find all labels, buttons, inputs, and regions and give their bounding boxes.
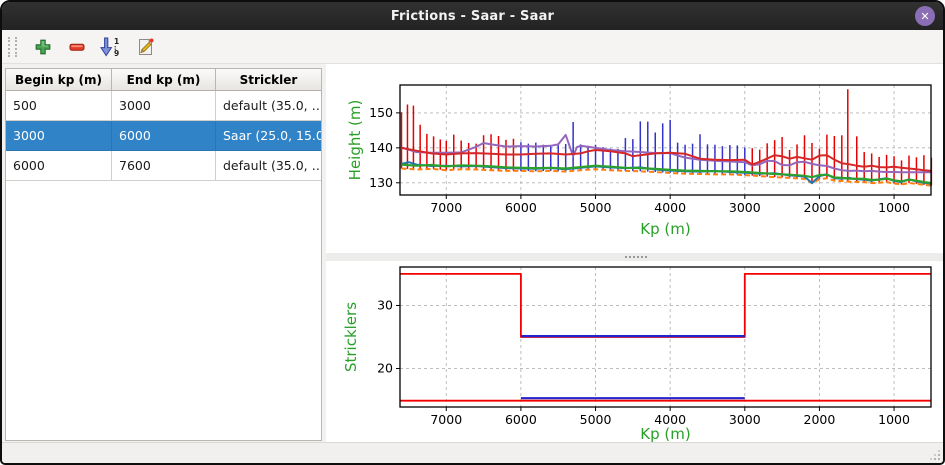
sort-rows-button[interactable]: 1 9 [98,34,124,60]
svg-text:Height (m): Height (m) [346,100,364,181]
svg-text:140: 140 [369,140,393,155]
close-button[interactable]: ✕ [915,6,935,26]
svg-text:5000: 5000 [580,412,612,427]
svg-text:20: 20 [377,361,393,376]
svg-text:Stricklers: Stricklers [342,302,360,372]
add-row-button[interactable] [30,34,56,60]
remove-row-button[interactable] [64,34,90,60]
toolbar: 1 9 [2,30,943,64]
column-header-end-kp[interactable]: End kp (m) [112,69,216,90]
cell-begin-kp: 3000 [6,121,112,151]
plus-icon [35,39,51,54]
charts-panel: 7000 6000 5000 4000 3000 2000 1000 130 140 150 Kp … [326,64,945,443]
cell-end-kp: 6000 [112,121,216,151]
svg-text:9: 9 [114,49,119,57]
svg-text:6000: 6000 [505,412,537,427]
svg-text:4000: 4000 [654,412,686,427]
titlebar[interactable]: Frictions - Saar - Saar ✕ [2,2,943,30]
cell-strickler: default (35.0, … [216,151,321,181]
table-row[interactable]: 6000 7600 default (35.0, … [6,151,321,181]
edit-friction-button[interactable] [132,34,158,60]
stricklers-chart[interactable]: 7000 6000 5000 4000 3000 2000 1000 20 30 Kp (m) St… [326,261,945,443]
cell-end-kp: 3000 [112,91,216,121]
height-profile-chart[interactable]: 7000 6000 5000 4000 3000 2000 1000 130 140 150 Kp … [326,64,945,253]
svg-text:1: 1 [114,37,119,46]
svg-text:Kp (m): Kp (m) [640,425,690,443]
svg-text:2000: 2000 [804,200,836,215]
close-icon: ✕ [920,9,930,23]
cell-begin-kp: 500 [6,91,112,121]
main-area: Begin kp (m) End kp (m) Strickler 500 30… [2,64,943,443]
toolbar-drag-handle[interactable] [8,36,17,57]
svg-text:7000: 7000 [430,412,462,427]
chart-splitter[interactable] [326,253,943,261]
sort-numeric-icon: 1 9 [100,37,119,57]
table-row-selected[interactable]: 3000 6000 Saar (25.0, 15.0) [6,121,321,151]
svg-text:4000: 4000 [654,200,686,215]
resize-grip[interactable] [930,450,940,460]
window-title: Frictions - Saar - Saar [390,8,555,24]
svg-text:1000: 1000 [878,200,910,215]
svg-text:5000: 5000 [580,200,612,215]
svg-text:7000: 7000 [430,200,462,215]
table-row[interactable]: 500 3000 default (35.0, … [6,91,321,121]
svg-text:1000: 1000 [878,412,910,427]
svg-text:130: 130 [369,175,393,190]
svg-text:30: 30 [377,297,393,312]
frictions-table-panel: Begin kp (m) End kp (m) Strickler 500 30… [5,68,322,441]
cell-strickler: default (35.0, … [216,91,321,121]
minus-icon [69,43,85,51]
edit-icon [139,38,154,55]
cell-strickler: Saar (25.0, 15.0) [216,121,321,151]
column-header-begin-kp[interactable]: Begin kp (m) [6,69,112,90]
column-header-strickler[interactable]: Strickler [239,72,298,87]
svg-text:150: 150 [369,105,393,120]
svg-text:3000: 3000 [729,200,761,215]
svg-text:6000: 6000 [505,200,537,215]
svg-text:3000: 3000 [729,412,761,427]
svg-text:Kp (m): Kp (m) [640,220,690,238]
cell-end-kp: 7600 [112,151,216,181]
cell-begin-kp: 6000 [6,151,112,181]
table-header: Begin kp (m) End kp (m) Strickler [6,69,321,91]
svg-text:2000: 2000 [804,412,836,427]
statusbar [2,442,943,463]
splitter-grip-dots [624,256,627,258]
